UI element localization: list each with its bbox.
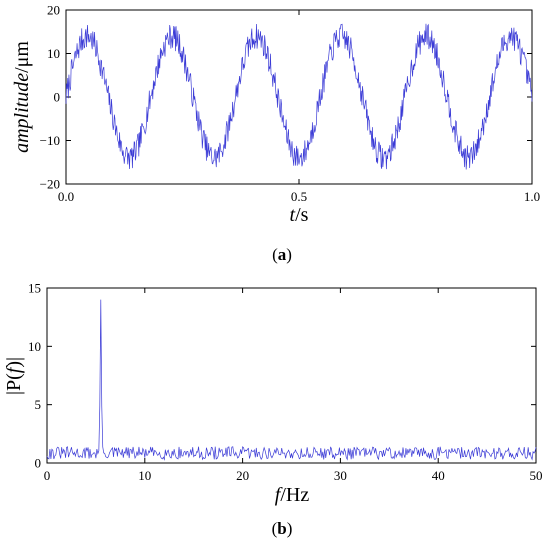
x-tick-label-a-1: 0.5 [291,189,307,204]
y-tick-label-a-1: −10 [40,133,60,148]
series-line-a [65,23,533,170]
x-tick-label-a-0: 0.0 [58,189,74,204]
x-tick-label-b-4: 40 [432,468,445,483]
chart-a: 0.0 0.5 1.0 −20 −10 0 10 20 amplitude/μm t/s (a… [11,3,540,265]
x-axis-title-b: f/Hz [275,484,310,506]
x-tick-label-b-5: 50 [530,468,543,483]
y-tick-label-b-1: 5 [35,397,42,412]
x-tick-label-b-3: 30 [334,468,347,483]
x-tick-label-b-1: 10 [138,468,151,483]
panel-label-b: (b) [272,519,293,538]
chart-b: 0 10 20 30 40 50 0 5 10 15 |P(f)| f/Hz (b) [3,281,543,539]
x-tick-label-a-2: 1.0 [524,189,540,204]
y-axis-title-a: amplitude/μm [11,41,33,153]
series-line-b [46,299,537,461]
x-axis-title-a: t/s [290,204,309,226]
y-axis-title-b: |P(f)| [3,357,25,395]
x-tick-label-b-2: 20 [236,468,249,483]
panel-label-a: (a) [272,245,292,264]
y-tick-label-a-2: 0 [54,90,61,105]
x-tick-label-b-0: 0 [44,468,51,483]
y-tick-label-b-3: 15 [28,281,41,296]
y-tick-label-a-0: −20 [40,177,60,192]
y-tick-label-a-3: 10 [47,46,60,61]
y-tick-label-b-0: 0 [35,456,42,471]
ticks-a: 0.0 0.5 1.0 −20 −10 0 10 20 [40,3,540,205]
y-tick-label-a-4: 20 [47,3,60,18]
y-tick-label-b-2: 10 [28,339,41,354]
plot-frame-b [46,287,537,464]
ticks-b: 0 10 20 30 40 50 0 5 10 15 [28,281,543,484]
